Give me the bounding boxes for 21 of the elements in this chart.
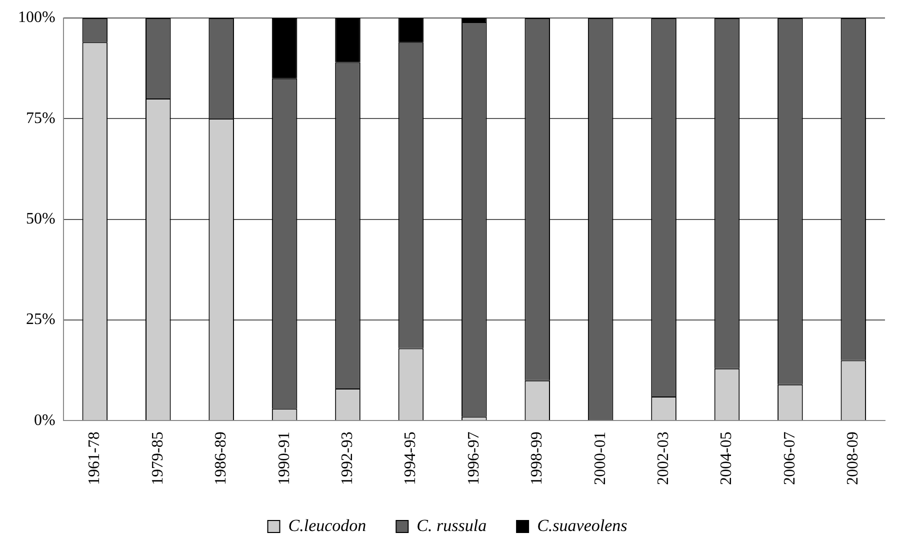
x-tick-label: 2004-05 bbox=[718, 432, 736, 485]
x-tick-label: 1979-85 bbox=[149, 432, 166, 485]
x-tick-label: 1961-78 bbox=[86, 432, 104, 485]
x-tick-label: 1986-89 bbox=[212, 432, 230, 485]
x-tick-label: 1996-97 bbox=[465, 432, 482, 485]
x-tick-label: 2006-07 bbox=[781, 432, 798, 485]
x-tick-label: 2008-09 bbox=[844, 432, 862, 485]
x-tick-label: 1992-93 bbox=[338, 432, 356, 485]
x-tick-label: 2000-01 bbox=[592, 432, 609, 485]
x-tick-label: 1998-99 bbox=[528, 432, 546, 485]
legend-label: C.suaveolens bbox=[537, 516, 628, 535]
y-tick-label: 75% bbox=[26, 110, 56, 127]
y-tick-label: 0% bbox=[34, 412, 56, 429]
x-tick-label: 1994-95 bbox=[402, 432, 420, 485]
x-tick-label: 1990-91 bbox=[276, 432, 293, 485]
x-tick-label: 2002-03 bbox=[654, 432, 672, 485]
y-tick-label: 50% bbox=[26, 210, 56, 228]
legend-label: C. russula bbox=[416, 516, 487, 535]
legend-label: C.leucodon bbox=[288, 516, 366, 535]
y-tick-label: 25% bbox=[26, 311, 56, 328]
y-tick-label: 100% bbox=[18, 9, 56, 26]
